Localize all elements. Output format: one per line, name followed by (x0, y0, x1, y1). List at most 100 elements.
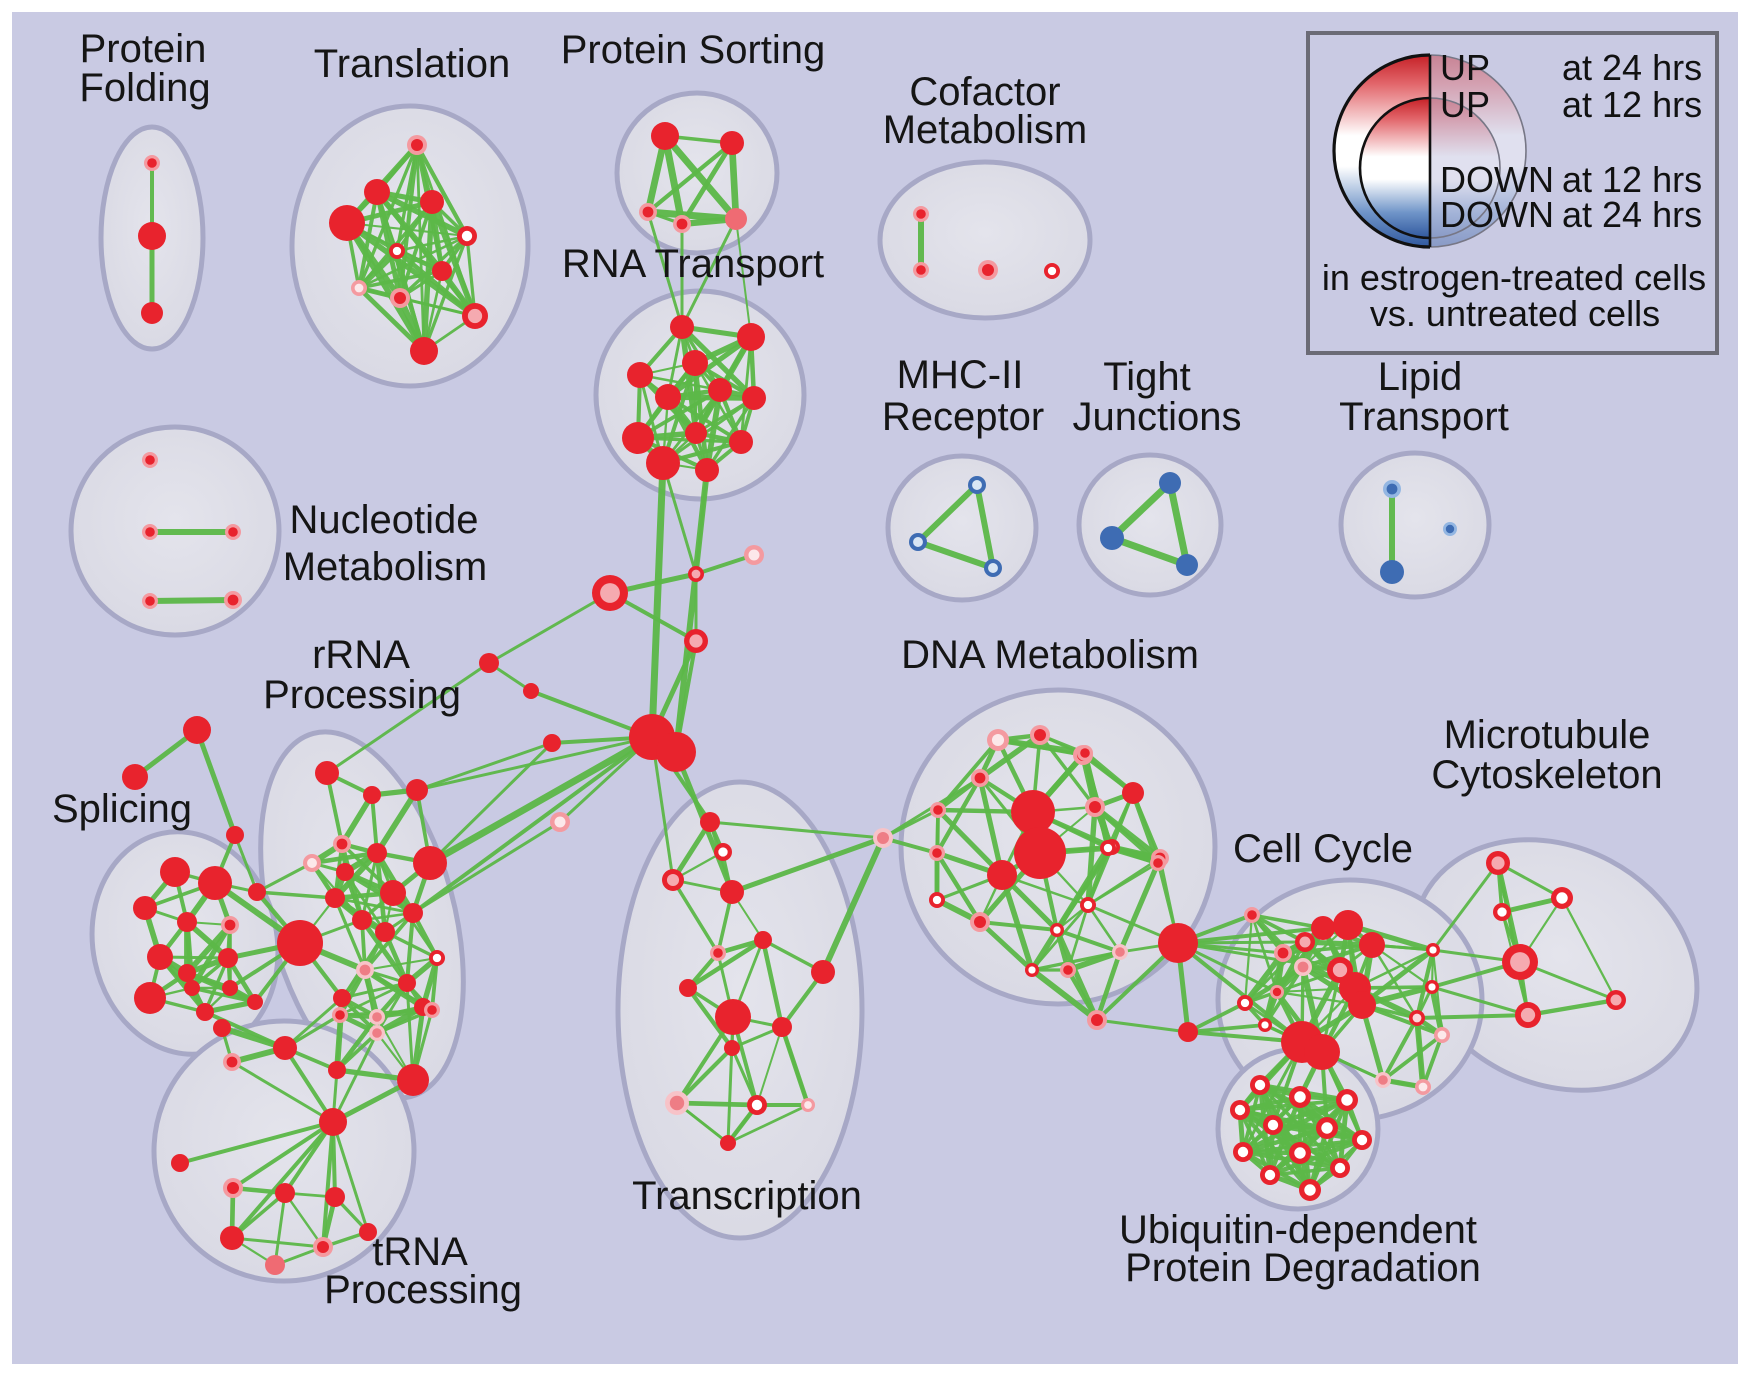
node-center (1247, 910, 1257, 920)
node-center (307, 858, 317, 868)
network-node (550, 812, 570, 832)
node-center (372, 1012, 382, 1022)
network-edge (283, 1046, 335, 1124)
network-node (1044, 263, 1060, 279)
network-node (737, 323, 765, 351)
legend-direction-label: DOWN (1440, 159, 1554, 200)
node-center (1028, 966, 1036, 974)
node-ring (772, 1017, 792, 1037)
node-ring (1348, 991, 1376, 1019)
network-node (592, 575, 628, 611)
node-ring (222, 980, 238, 996)
node-ring (134, 982, 166, 1014)
network-node (223, 1178, 243, 1198)
cluster-bubble-microtubule-cytoskeleton (1410, 837, 1700, 1093)
node-center (1277, 947, 1289, 959)
network-node (1085, 797, 1105, 817)
node-center (916, 209, 926, 219)
network-node (142, 452, 158, 468)
node-center (1510, 952, 1530, 972)
node-center (554, 816, 566, 828)
network-edge (780, 1025, 810, 1107)
node-ring (682, 350, 708, 376)
node-ring (277, 920, 323, 966)
network-node (1050, 923, 1064, 937)
node-ring (380, 880, 406, 906)
node-ring (122, 764, 148, 790)
network-edge (1054, 927, 1123, 955)
network-node (1087, 1010, 1107, 1030)
network-node (380, 880, 406, 906)
node-center (145, 527, 155, 537)
cluster-bubble-tight-junctions (1076, 452, 1224, 598)
network-edge (1421, 1033, 1444, 1089)
node-ring (700, 812, 720, 832)
cluster-label-transcription: Transcription (632, 1174, 862, 1218)
network-node (429, 950, 445, 966)
network-node (1159, 472, 1181, 494)
network-node (1415, 1079, 1431, 1095)
node-center (1034, 729, 1046, 741)
network-node (265, 1255, 285, 1275)
node-ring (1176, 554, 1198, 576)
node-center (804, 1101, 812, 1109)
node-center (982, 264, 994, 276)
node-ring (754, 931, 772, 949)
network-node (319, 1108, 347, 1136)
node-ring (1178, 1022, 1198, 1042)
legend-footnote: vs. untreated cells (1370, 293, 1660, 334)
cluster-label-cofactor-metabolism: Metabolism (883, 108, 1088, 152)
node-center (1497, 907, 1507, 917)
network-node (1493, 903, 1511, 921)
node-center (1261, 1021, 1269, 1029)
network-node (1502, 944, 1538, 980)
network-node (929, 845, 945, 861)
node-ring (720, 880, 744, 904)
network-node (223, 1053, 241, 1071)
network-node (1100, 526, 1124, 550)
network-node (708, 378, 732, 402)
network-edge (1359, 947, 1436, 1008)
network-edge (1176, 941, 1342, 972)
cluster-label-protein-folding: Protein (80, 27, 207, 71)
network-edge (1095, 1018, 1190, 1034)
network-edge (934, 850, 983, 925)
network-edge (1117, 860, 1161, 955)
node-ring (364, 179, 390, 205)
node-center (691, 569, 701, 579)
network-edge (638, 373, 722, 392)
network-edge (735, 218, 752, 338)
network-node (720, 131, 744, 155)
network-edge (321, 1120, 335, 1249)
node-ring (213, 1019, 231, 1037)
network-node (352, 910, 372, 930)
network-node (1258, 1018, 1272, 1032)
node-ring (141, 302, 163, 324)
node-center (666, 873, 680, 887)
network-node (407, 135, 427, 155)
network-node (390, 288, 410, 308)
cluster-bubble-cofactor-metabolism (877, 159, 1093, 321)
node-ring (651, 122, 679, 150)
network-node (141, 302, 163, 324)
network-edge (230, 1236, 325, 1249)
network-edge (147, 597, 236, 604)
legend-direction-label: UP (1440, 84, 1490, 125)
network-edge (977, 919, 1035, 973)
node-ring (410, 337, 438, 365)
network-node (656, 732, 696, 772)
node-ring (811, 960, 835, 984)
cluster-label-nucleotide-metabolism: Metabolism (283, 545, 488, 589)
node-ring (147, 944, 173, 970)
node-ring (646, 446, 680, 480)
network-edge (374, 787, 420, 856)
network-edge (645, 140, 735, 215)
node-ring (1359, 932, 1385, 958)
node-center (1332, 962, 1348, 978)
network-node (754, 931, 772, 949)
node-ring (1011, 790, 1055, 834)
node-center (1264, 1169, 1276, 1181)
node-ring (715, 999, 751, 1035)
cluster-label-cell-cycle: Cell Cycle (1233, 827, 1413, 871)
node-center (1321, 1122, 1333, 1134)
